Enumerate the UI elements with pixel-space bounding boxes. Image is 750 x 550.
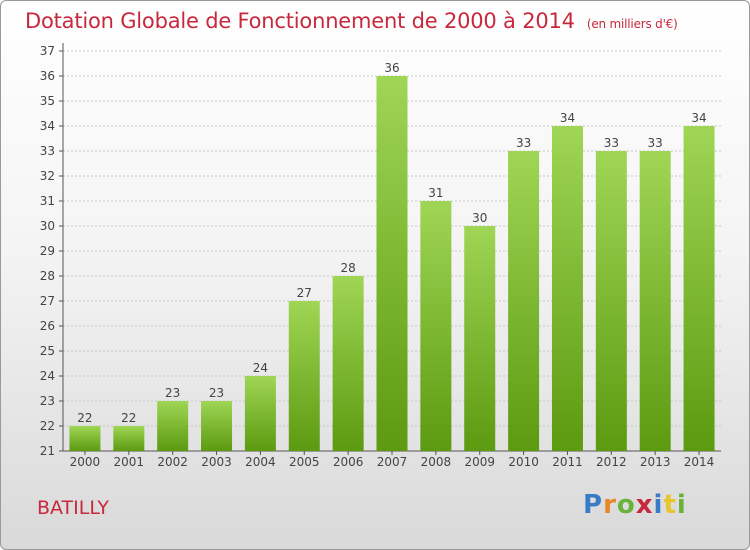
y-tick-label: 22 [40, 419, 55, 433]
bar [683, 126, 715, 451]
bar [464, 226, 496, 451]
y-tick-label: 24 [40, 369, 55, 383]
proxiti-logo: Proxiti [583, 490, 687, 520]
bar [508, 151, 540, 451]
y-tick-label: 26 [40, 319, 55, 333]
bar-value-label: 27 [297, 286, 312, 300]
chart-title: Dotation Globale de Fonctionnement de 20… [25, 9, 678, 33]
bar [201, 401, 233, 451]
x-tick-label: 2003 [201, 455, 232, 469]
bar-value-label: 33 [648, 136, 663, 150]
logo-letter: P [583, 490, 604, 520]
y-tick-label: 30 [40, 219, 55, 233]
x-tick-label: 2007 [377, 455, 408, 469]
x-tick-label: 2008 [421, 455, 452, 469]
x-tick-label: 2013 [640, 455, 671, 469]
logo-letter: x [635, 490, 654, 520]
bar-value-label: 23 [165, 386, 180, 400]
bar-value-label: 22 [77, 411, 92, 425]
x-tick-label: 2014 [684, 455, 715, 469]
bar-value-label: 28 [340, 261, 355, 275]
bar-value-label: 36 [384, 61, 399, 75]
bar-value-label: 23 [209, 386, 224, 400]
x-tick-label: 2010 [508, 455, 539, 469]
y-tick-label: 31 [40, 194, 55, 208]
y-tick-label: 35 [40, 94, 55, 108]
x-tick-label: 2002 [157, 455, 188, 469]
bar [595, 151, 627, 451]
y-tick-label: 25 [40, 344, 55, 358]
y-tick-label: 27 [40, 294, 55, 308]
logo-letter: t [663, 490, 677, 520]
y-tick-label: 36 [40, 69, 55, 83]
y-tick-label: 32 [40, 169, 55, 183]
bar-value-label: 24 [253, 361, 268, 375]
bar [420, 201, 452, 451]
x-tick-label: 2009 [464, 455, 495, 469]
unit-label: (en milliers d'€) [586, 17, 678, 31]
bar-value-label: 33 [516, 136, 531, 150]
bar [157, 401, 189, 451]
bar-value-label: 34 [691, 111, 706, 125]
y-tick-label: 34 [40, 119, 55, 133]
bar-value-label: 33 [604, 136, 619, 150]
bar [69, 426, 101, 451]
y-tick-label: 28 [40, 269, 55, 283]
x-tick-label: 2000 [70, 455, 101, 469]
logo-letter: r [603, 490, 617, 520]
x-tick-label: 2012 [596, 455, 627, 469]
x-tick-label: 2006 [333, 455, 364, 469]
y-tick-label: 23 [40, 394, 55, 408]
x-tick-label: 2011 [552, 455, 583, 469]
x-tick-label: 2004 [245, 455, 276, 469]
bar [376, 76, 408, 451]
y-tick-label: 29 [40, 244, 55, 258]
logo-letter: i [676, 490, 687, 520]
bar [639, 151, 671, 451]
bar [332, 276, 364, 451]
bar-value-label: 30 [472, 211, 487, 225]
y-tick-label: 37 [40, 44, 55, 58]
bar-value-label: 34 [560, 111, 575, 125]
bar [551, 126, 583, 451]
y-tick-label: 21 [40, 444, 55, 458]
logo-letter: i [653, 490, 664, 520]
bar [113, 426, 145, 451]
x-tick-label: 2005 [289, 455, 320, 469]
y-tick-label: 33 [40, 144, 55, 158]
logo-letter: o [616, 490, 636, 520]
bar-value-label: 22 [121, 411, 136, 425]
x-tick-label: 2001 [114, 455, 145, 469]
bar [288, 301, 320, 451]
bar-value-label: 31 [428, 186, 443, 200]
bar [244, 376, 276, 451]
place-name: BATILLY [37, 497, 110, 519]
